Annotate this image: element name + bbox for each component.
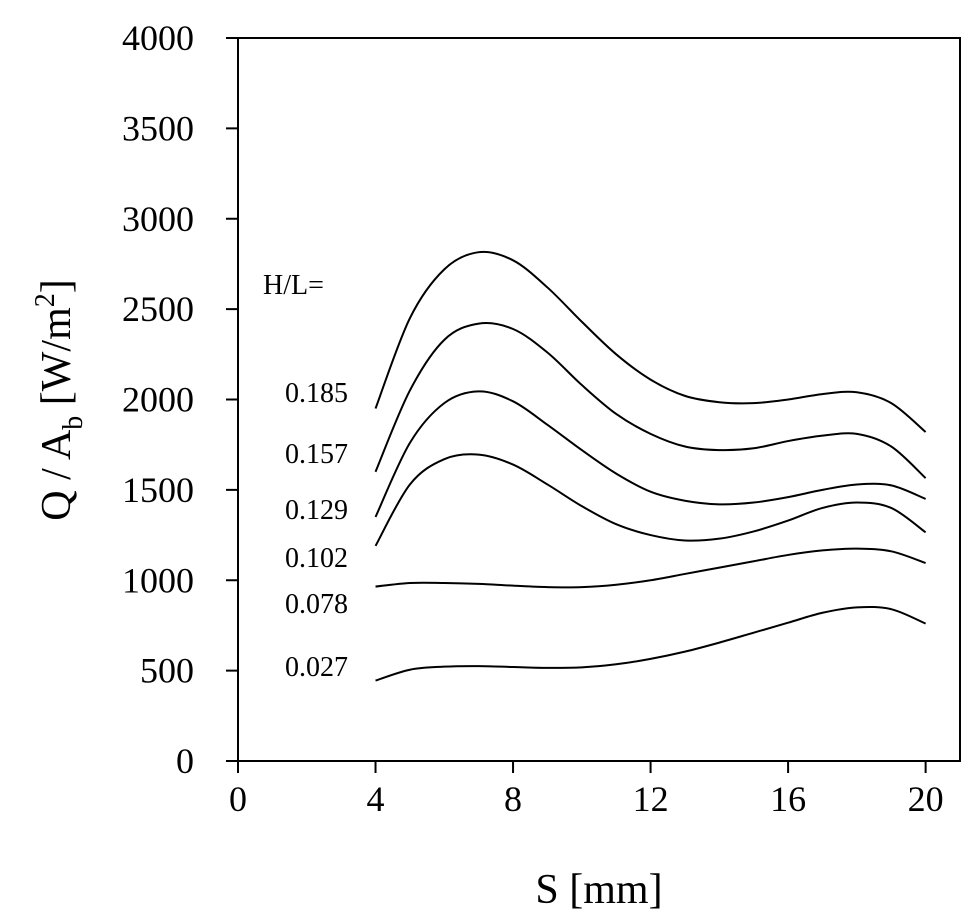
y-tick-label: 2000 [122,380,194,420]
series-line [374,453,927,547]
y-tick-label: 1500 [122,470,194,510]
series-line [374,390,926,518]
y-axis-label-part: b [58,416,89,430]
x-tick-label: 16 [770,779,806,819]
y-tick-label: 3500 [122,108,194,148]
y-tick-label: 1000 [122,560,194,600]
y-axis-label-part: ] [34,279,80,293]
series-label: 0.185 [285,378,348,409]
y-tick-label: 500 [140,651,194,691]
x-tick-label: 20 [908,779,944,819]
y-axis-label: Q / Ab [W/m2] [30,279,89,520]
y-tick-label: 4000 [122,18,194,58]
series-line [374,321,927,479]
x-tick-label: 0 [229,779,247,819]
y-tick-label: 2500 [122,289,194,329]
y-axis-label-part: [W/m [34,307,80,416]
x-axis-label: S [mm] [535,867,662,913]
series-label: 0.078 [285,589,348,620]
series-label: 0.129 [285,495,348,526]
y-axis-label-part: Q / A [34,429,80,521]
series-line [375,547,926,589]
y-tick-label: 3000 [122,199,194,239]
series-label: 0.157 [285,439,348,470]
series-label: 0.027 [285,652,348,683]
series-line [374,250,927,433]
series-label: 0.102 [285,543,348,574]
x-tick-label: 8 [504,779,522,819]
x-tick-label: 4 [367,779,385,819]
series-line [375,605,927,682]
y-axis-label-part: 2 [30,293,61,307]
x-tick-label: 12 [633,779,669,819]
annotation: H/L= [263,270,324,301]
y-tick-label: 0 [176,741,194,781]
